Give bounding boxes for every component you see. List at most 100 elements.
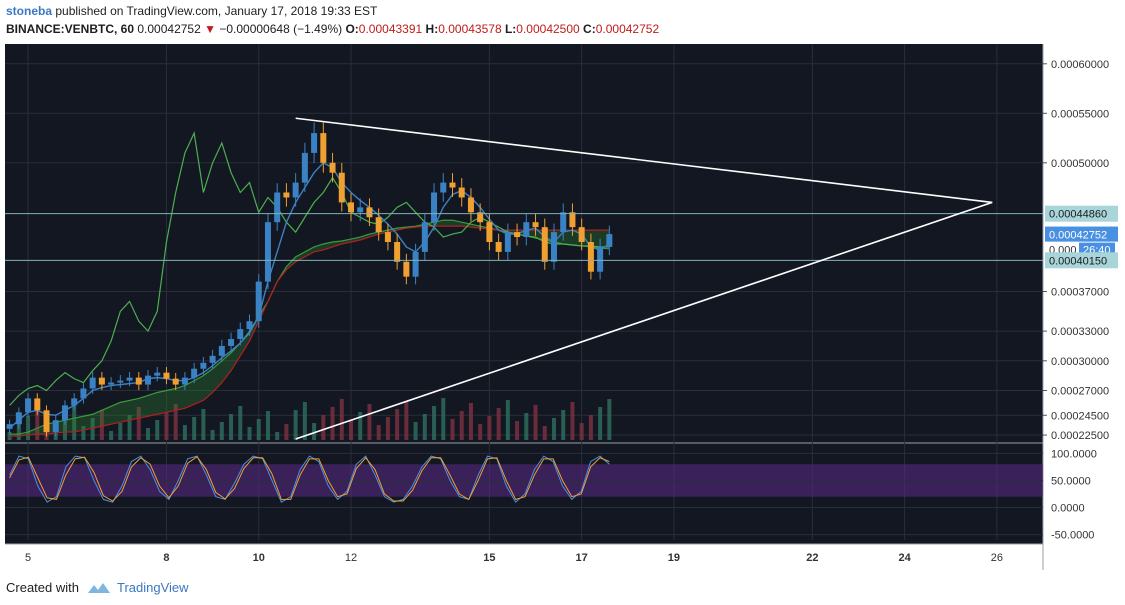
candle-body <box>532 222 539 228</box>
volume-bar <box>90 418 95 440</box>
tradingview-logo-icon[interactable] <box>87 581 111 595</box>
volume-bar <box>229 414 234 440</box>
candle-body <box>218 345 225 356</box>
volume-bar <box>164 412 169 440</box>
candle-body <box>523 222 530 238</box>
volume-bar <box>312 423 317 440</box>
volume-bar <box>173 404 178 440</box>
candle-body <box>320 133 327 163</box>
stoch-tick-label: 50.0000 <box>1051 475 1091 487</box>
volume-bar <box>385 417 390 440</box>
price-tick-label: 0.00050000 <box>1051 158 1109 170</box>
volume-bar <box>118 423 123 440</box>
volume-bar <box>201 409 206 440</box>
price-tick-label: 0.00027000 <box>1051 386 1109 398</box>
volume-bar <box>404 401 409 440</box>
volume-bar <box>570 402 575 440</box>
volume-bar <box>542 426 547 440</box>
volume-bar <box>395 409 400 440</box>
volume-bar <box>284 424 289 440</box>
candle-body <box>264 222 271 282</box>
time-tick-label: 26 <box>991 552 1003 564</box>
volume-bar <box>376 425 381 440</box>
candle-body <box>61 405 68 421</box>
candle-body <box>292 182 299 198</box>
volume-bar <box>182 425 187 440</box>
volume-bar <box>478 424 483 440</box>
volume-bar <box>515 421 520 440</box>
volume-bar <box>219 422 224 440</box>
price-axis-background <box>1043 44 1120 570</box>
candle-body <box>301 152 308 183</box>
volume-bar <box>330 407 335 440</box>
candles <box>6 122 613 437</box>
volume-bar <box>99 410 104 440</box>
volume-bar <box>367 404 372 440</box>
volume-bar <box>579 423 584 440</box>
open-value: 0.00043391 <box>358 22 423 36</box>
volume-bar <box>62 413 67 440</box>
time-tick-label: 15 <box>483 552 495 564</box>
chart-header: stoneba published on TradingView.com, Ja… <box>6 2 659 38</box>
candle-body <box>541 227 548 262</box>
candle-body <box>163 372 170 379</box>
candle-body <box>467 197 474 213</box>
candle-body <box>366 207 373 218</box>
price-label-box <box>1045 205 1118 222</box>
chart-area[interactable]: 0.00060000 0.00055000 0.00050000 0.00037000… <box>5 44 1120 570</box>
low-label: L: <box>504 22 517 36</box>
candle-body <box>357 207 364 213</box>
price-tick-label: 0.00055000 <box>1051 108 1109 120</box>
candle-body <box>560 212 567 233</box>
candle-body <box>200 362 207 369</box>
volume-bar <box>247 427 252 440</box>
footer: Created with TradingView <box>6 576 189 600</box>
chart-svg[interactable]: 0.00060000 0.00055000 0.00050000 0.00037000… <box>5 44 1120 570</box>
candle-body <box>246 321 253 330</box>
open-label: O: <box>345 22 359 36</box>
candle-body <box>403 261 410 277</box>
volume-bar <box>505 400 510 440</box>
candle-body <box>449 182 456 188</box>
price-change: −0.00000648 (−1.49%) <box>219 22 343 36</box>
volume-bar <box>26 416 31 440</box>
tradingview-link[interactable]: TradingView <box>116 580 189 595</box>
price-label-box <box>1045 252 1118 269</box>
candle-body <box>597 246 604 272</box>
candle-body <box>440 182 447 193</box>
candle-body <box>477 212 484 223</box>
time-axis-background <box>5 544 1043 570</box>
candle-body <box>108 382 115 385</box>
candle-body <box>458 187 465 198</box>
volume-bar <box>210 430 215 440</box>
volume-bar <box>607 399 612 440</box>
volume-bar <box>561 410 566 440</box>
volume-bar <box>496 408 501 440</box>
volume-bar <box>81 426 86 440</box>
candle-body <box>117 380 124 383</box>
candle-body <box>237 329 244 340</box>
candle-body <box>384 232 391 242</box>
candle-body <box>394 242 401 262</box>
candle-body <box>578 227 585 242</box>
created-with-text: Created with <box>6 580 79 595</box>
price-tick-label: 0.00030000 <box>1051 356 1109 368</box>
volume-bar <box>422 414 427 440</box>
volume-bar <box>358 412 363 440</box>
volume-bar <box>265 411 270 440</box>
volume-bar <box>459 411 464 440</box>
close-value: 0.00042752 <box>595 22 660 36</box>
volume-bar <box>127 415 132 440</box>
candle-body <box>255 281 262 322</box>
volume-bar <box>524 413 529 440</box>
down-triangle-icon: ▼ <box>204 22 216 36</box>
volume-bar <box>533 405 538 440</box>
author-link[interactable]: stoneba <box>6 4 53 18</box>
volume-bar <box>321 415 326 440</box>
price-label-box <box>1045 226 1118 243</box>
price-label-text: 0.00044860 <box>1049 209 1107 221</box>
candle-body <box>154 372 161 376</box>
volume-bar <box>487 416 492 440</box>
candle-body <box>274 192 281 223</box>
volume-bar <box>16 424 21 440</box>
